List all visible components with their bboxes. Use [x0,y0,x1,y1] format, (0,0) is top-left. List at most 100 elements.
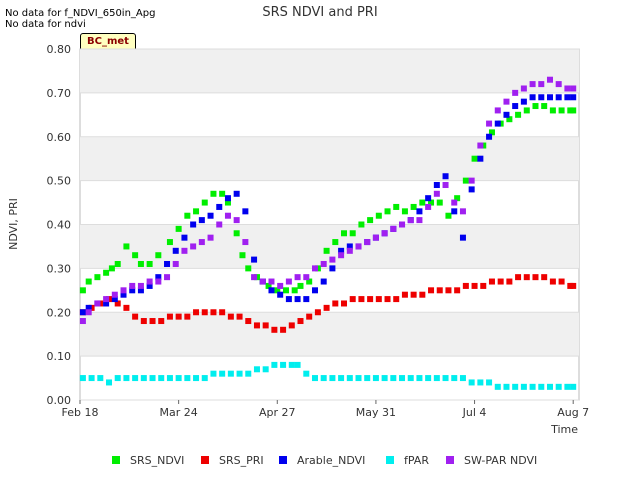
data-point [462,282,469,289]
data-point [175,375,182,382]
data-point [233,190,240,197]
data-point [210,309,217,316]
data-point [355,375,362,382]
data-point [384,296,391,303]
data-point [88,375,95,382]
data-point [384,208,391,215]
grid-lines [80,48,579,401]
data-point [529,94,536,101]
data-point [442,173,449,180]
data-point [129,282,136,289]
data-point [132,375,139,382]
data-point [103,296,110,303]
data-point [523,274,530,281]
data-point [253,366,260,373]
data-point [239,252,246,259]
x-tick-label: Feb 18 [62,406,99,419]
data-point [433,190,440,197]
data-point [416,208,423,215]
x-axis-ticks: Feb 18 Mar 24 Apr 27 May 31 Jul 4 Aug 7 [62,400,589,419]
data-point [520,383,527,390]
data-point [233,230,240,237]
data-point [193,208,200,215]
data-point [274,287,281,294]
data-point [190,243,197,250]
data-point [486,133,493,140]
data-point [570,282,577,289]
data-point [341,300,348,307]
data-point [123,243,130,250]
data-point [201,309,208,316]
data-point [288,361,295,368]
data-point [558,278,565,285]
data-point [198,217,205,224]
data-point [419,199,426,206]
series-arable-ndvi [79,94,577,316]
data-point [338,375,345,382]
data-point [488,278,495,285]
data-point [224,212,231,219]
data-point [468,186,475,193]
data-point [271,326,278,333]
data-point [114,375,121,382]
legend-swatch [446,456,454,464]
data-point [512,89,519,96]
data-point [494,107,501,114]
data-point [303,296,310,303]
data-point [265,282,272,289]
data-point [529,81,536,88]
data-point [570,94,577,101]
data-point [477,155,484,162]
data-point [120,291,127,298]
data-point [85,278,92,285]
data-point [268,287,275,294]
data-point [570,107,577,114]
data-point [146,260,153,267]
data-point [285,296,292,303]
data-point [546,76,553,83]
data-point [175,313,182,320]
data-point [471,282,478,289]
x-tick-label: Aug 7 [557,406,589,419]
data-point [410,291,417,298]
data-point [477,379,484,386]
data-point [207,212,214,219]
data-point [280,326,287,333]
data-point [123,375,130,382]
series-srs-ndvi [79,103,577,294]
data-point [146,278,153,285]
data-point [114,300,121,307]
data-point [164,260,171,267]
data-point [367,217,374,224]
data-point [512,383,519,390]
data-point [515,274,522,281]
data-point [523,107,530,114]
data-point [332,300,339,307]
data-point [558,107,565,114]
data-point [219,309,226,316]
data-point [401,208,408,215]
data-point [224,199,231,206]
data-point [79,375,86,382]
data-point [477,142,484,149]
legend-label: SRS_NDVI [130,454,184,467]
legend-swatch [386,456,394,464]
data-point [210,370,217,377]
data-point [294,296,301,303]
data-point [468,177,475,184]
legend-label: SW-PAR NDVI [464,454,537,467]
y-tick-label: 0.60 [47,131,72,144]
data-point [132,252,139,259]
data-point [166,313,173,320]
data-point [375,296,382,303]
data-point [137,260,144,267]
data-point [570,85,577,92]
data-point [288,322,295,329]
data-point [436,199,443,206]
data-point [532,274,539,281]
data-point [79,318,86,325]
data-point [236,313,243,320]
data-point [294,361,301,368]
data-point [497,278,504,285]
